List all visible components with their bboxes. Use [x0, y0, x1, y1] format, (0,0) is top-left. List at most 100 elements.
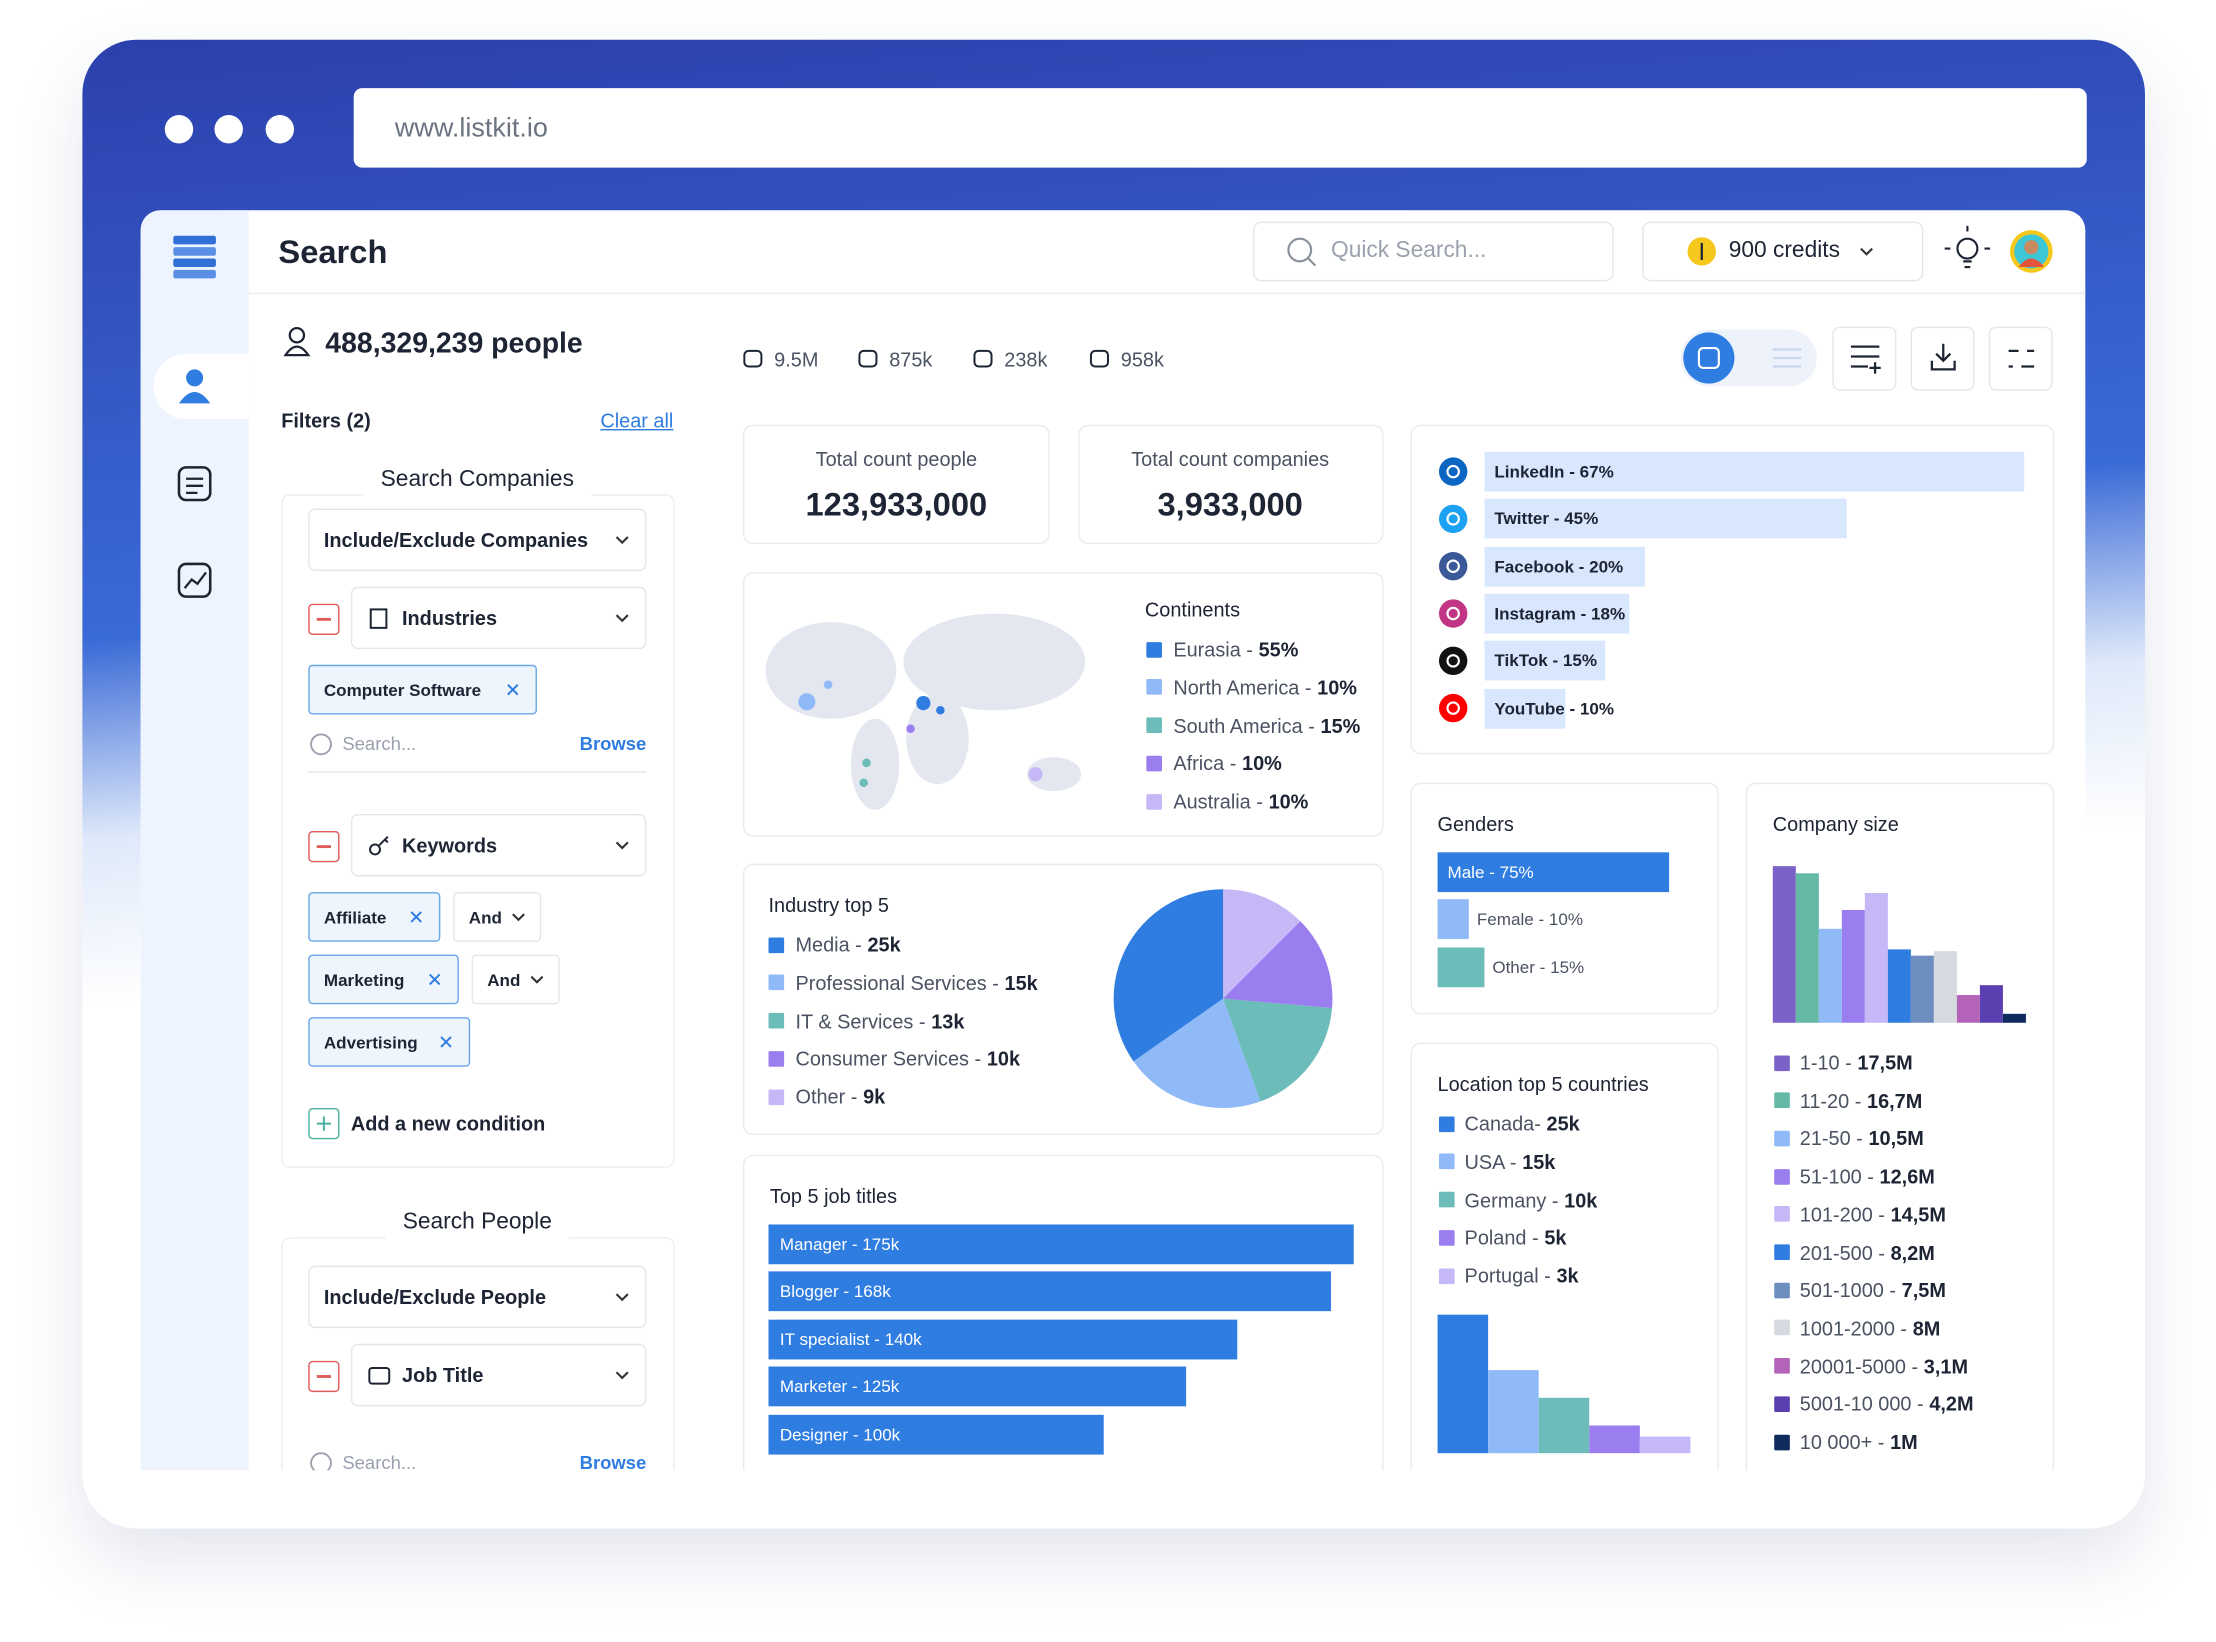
toolbar-button[interactable] — [1988, 326, 2053, 391]
item-value: 12,6M — [1879, 1164, 1935, 1188]
legend-item: USA -15k — [1465, 1142, 1556, 1182]
bar-label: TikTok - 15% — [1494, 650, 1598, 671]
url-bar[interactable] — [353, 88, 2087, 168]
card-title: Genders — [1437, 812, 1514, 836]
add-condition-button[interactable] — [308, 1108, 340, 1140]
item-value: 5k — [1544, 1226, 1567, 1250]
item-name: Africa - — [1173, 752, 1237, 775]
item-name: 11-20 - — [1799, 1089, 1862, 1112]
item-value: 3,1M — [1923, 1354, 1969, 1378]
quick-search-placeholder: Quick Search... — [1331, 238, 1487, 263]
item-value: 1M — [1890, 1430, 1918, 1454]
bar-label: Twitter - 45% — [1494, 508, 1599, 529]
stat-icon — [1089, 349, 1109, 368]
window-dot — [265, 115, 295, 144]
item-value: 15% — [1320, 713, 1361, 737]
people-icon — [288, 327, 306, 344]
bar — [768, 1366, 1187, 1407]
item-name: Poland - — [1464, 1226, 1539, 1250]
card-title: Location top 5 countries — [1437, 1072, 1649, 1096]
legend-item: Canada- 25k — [1465, 1104, 1580, 1144]
item-name: Consumer Services - — [795, 1047, 982, 1071]
remove-condition[interactable] — [308, 1360, 340, 1393]
item-value: 10% — [1242, 752, 1282, 775]
search-input[interactable]: Search... — [342, 732, 417, 755]
bar-label: Designer - 100k — [779, 1424, 901, 1445]
sidebar — [140, 210, 249, 1471]
legend-item: 501-1000 -7,5M — [1800, 1270, 1946, 1310]
bar — [1484, 593, 1630, 634]
item-value: 10% — [1268, 790, 1309, 813]
browse-link[interactable]: Browse — [579, 1451, 647, 1471]
toolbar-button[interactable] — [1910, 326, 1975, 391]
item-value: 17,5M — [1857, 1051, 1913, 1074]
legend-item: Australia -10% — [1173, 782, 1308, 822]
item-name: USA - — [1464, 1150, 1517, 1174]
legend-swatch — [1774, 1092, 1790, 1109]
toolbar-button[interactable] — [1832, 326, 1897, 391]
legend-swatch — [768, 1012, 785, 1029]
avatar — [2024, 240, 2039, 255]
browse-link[interactable]: Browse — [579, 732, 647, 755]
card — [742, 424, 1050, 545]
operator-text: And — [468, 906, 502, 927]
credits-button[interactable] — [1642, 221, 1924, 282]
people-icon — [283, 345, 311, 357]
item-name: Other - — [795, 1085, 858, 1109]
clear-all-link[interactable]: Clear all — [600, 409, 674, 432]
bar-label: Male - 75% — [1447, 862, 1534, 883]
avatar — [2014, 234, 2049, 269]
card-title: Company size — [1772, 812, 1899, 836]
dropdown[interactable] — [350, 813, 647, 877]
dropdown[interactable] — [308, 1265, 647, 1329]
total-value: 3,933,000 — [1157, 485, 1303, 523]
avatar — [2018, 258, 2045, 268]
idea-icon — [1944, 225, 1991, 269]
operator-select[interactable] — [471, 954, 560, 1005]
remove-condition-bar — [316, 845, 331, 848]
bar — [768, 1271, 1331, 1312]
legend-item: North America -10% — [1173, 667, 1357, 707]
search-input[interactable]: Search... — [342, 1451, 417, 1471]
dropdown[interactable] — [350, 586, 647, 650]
legend-swatch — [768, 936, 785, 953]
dropdown-label: Keywords — [402, 833, 498, 857]
stat-value: 875k — [889, 348, 933, 371]
item-name: North America - — [1173, 675, 1312, 699]
legend-item: Portugal -3k — [1465, 1256, 1579, 1296]
bar-label: Marketer - 125k — [779, 1376, 900, 1397]
item-value: 55% — [1258, 637, 1299, 661]
sidebar-active-tab[interactable] — [153, 353, 249, 420]
legend-item: 1001-2000 -8M — [1800, 1308, 1941, 1348]
item-value: 25k — [867, 933, 901, 957]
dropdown[interactable] — [350, 1343, 647, 1407]
search-underline — [308, 771, 647, 773]
bar-label: Instagram - 18% — [1494, 603, 1626, 624]
legend-item: 20001-5000 -3,1M — [1800, 1346, 1968, 1386]
legend-item: 101-200 -14,5M — [1800, 1194, 1946, 1234]
item-name: Eurasia - — [1173, 637, 1253, 661]
legend-swatch — [1774, 1358, 1790, 1374]
remove-condition[interactable] — [308, 603, 340, 635]
total-label: Total count people — [815, 447, 978, 471]
dropdown[interactable] — [308, 508, 647, 572]
view-toggle[interactable] — [1680, 329, 1817, 387]
bar-label: Blogger - 168k — [779, 1281, 891, 1302]
bar — [1437, 947, 1484, 987]
add-condition-text[interactable]: Add a new condition — [350, 1112, 546, 1135]
filter-tag-text: Computer Software — [323, 679, 482, 700]
operator-select[interactable] — [453, 892, 542, 942]
bar-label: Female - 10% — [1476, 909, 1584, 930]
legend-item: 51-100 -12,6M — [1800, 1156, 1935, 1196]
legend-swatch — [1146, 755, 1162, 772]
remove-condition[interactable] — [308, 831, 340, 863]
item-name: 10 000+ - — [1799, 1430, 1885, 1454]
item-name: Portugal - — [1464, 1264, 1551, 1288]
bar — [1484, 499, 1847, 539]
quick-search[interactable] — [1252, 221, 1614, 282]
dropdown-label: Job Title — [402, 1363, 484, 1387]
stat-value: 238k — [1004, 348, 1048, 371]
filter-tag[interactable] — [308, 664, 537, 715]
